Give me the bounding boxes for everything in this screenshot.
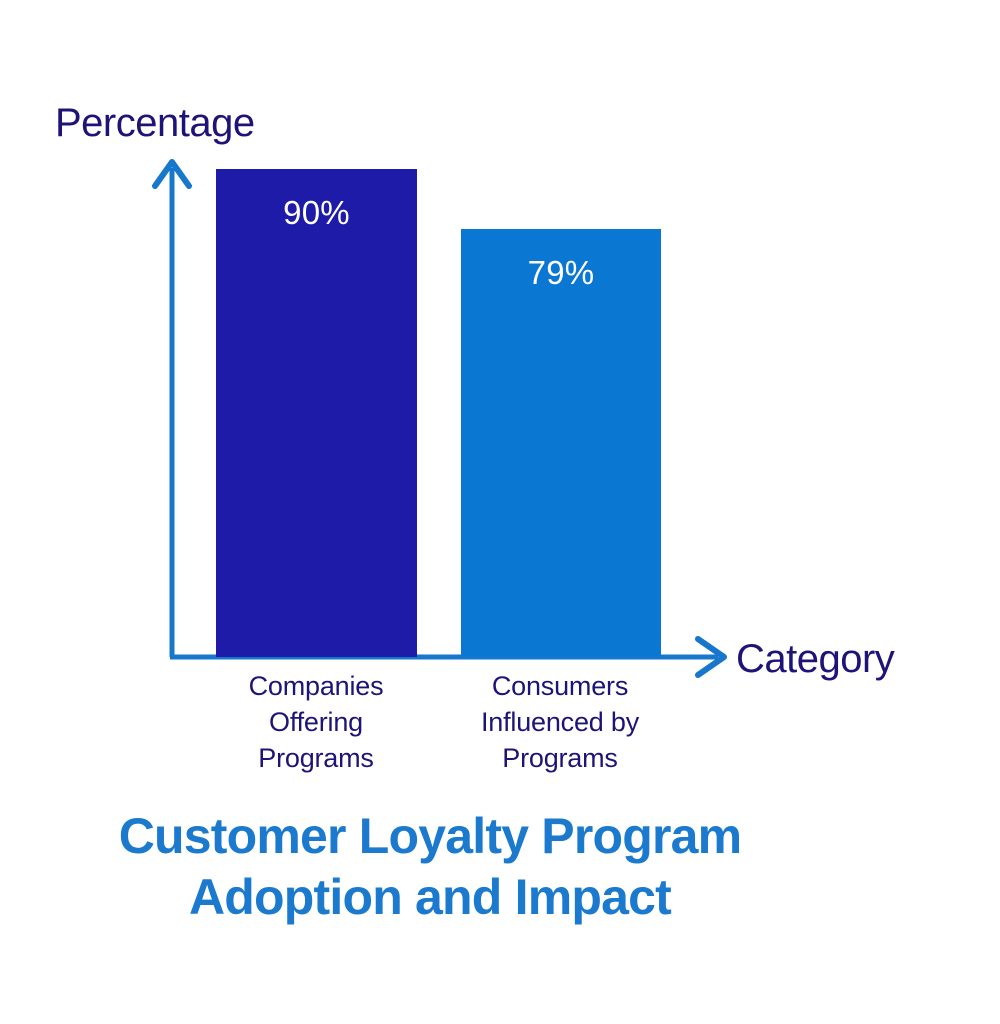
x-tick-label-line: Companies xyxy=(248,671,384,701)
x-tick-label-line: Offering xyxy=(269,707,363,737)
chart-title: Customer Loyalty Program Adoption and Im… xyxy=(30,806,830,928)
bar-consumers-influenced-by-programs[interactable]: 79% xyxy=(461,229,661,657)
x-axis-arrowhead xyxy=(695,636,727,678)
chart-title-line: Customer Loyalty Program xyxy=(118,808,742,864)
x-tick-label-consumers-influenced-by-programs: Consumers Influenced by Programs xyxy=(436,668,684,776)
y-axis-title: Percentage xyxy=(55,101,255,145)
x-tick-label-line: Influenced by xyxy=(480,707,640,737)
x-tick-label-line: Consumers xyxy=(491,671,629,701)
bar-value-label: 90% xyxy=(283,194,350,231)
x-tick-label-companies-offering-programs: Companies Offering Programs xyxy=(196,668,436,776)
bar-companies-offering-programs[interactable]: 90% xyxy=(216,169,417,657)
x-axis-title: Category xyxy=(736,637,895,681)
y-axis-arrowhead xyxy=(152,159,192,189)
bar-value-label: 79% xyxy=(527,254,595,291)
x-tick-label-line: Programs xyxy=(258,743,374,773)
chart-title-line: Adoption and Impact xyxy=(189,869,672,925)
x-tick-label-line: Programs xyxy=(502,743,618,773)
